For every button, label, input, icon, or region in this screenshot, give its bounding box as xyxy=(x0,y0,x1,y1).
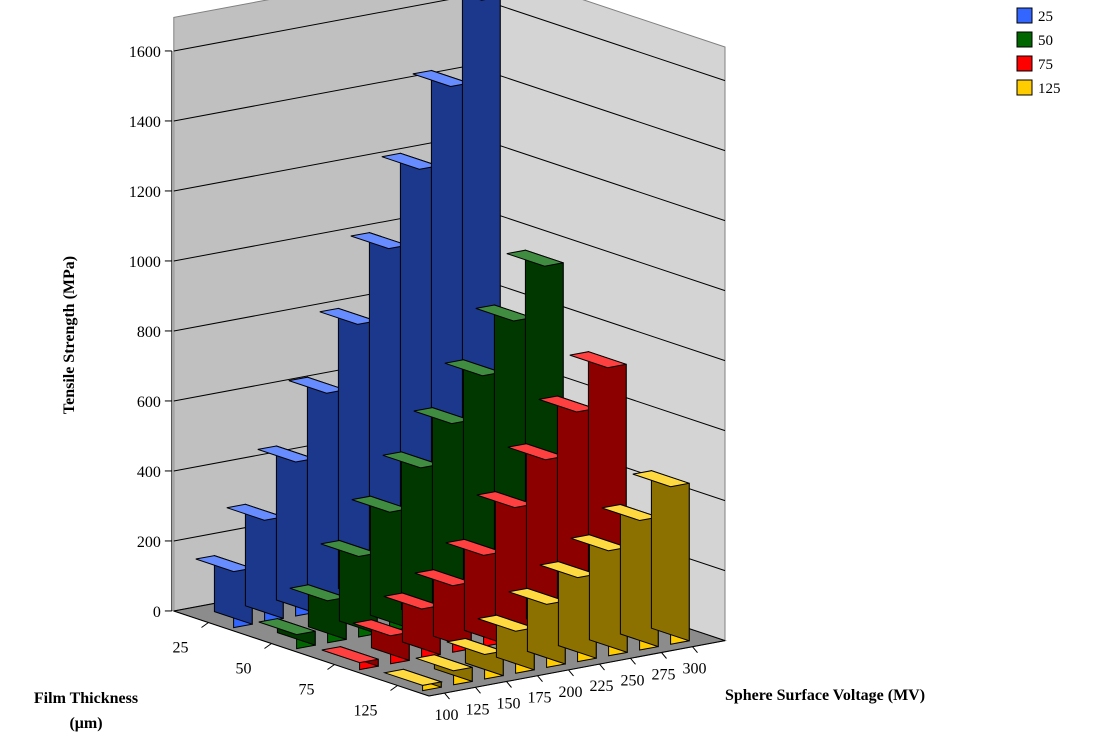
bar xyxy=(507,443,565,636)
legend-label: 50 xyxy=(1038,33,1053,49)
bar-top-face xyxy=(321,646,379,664)
z-axis-title: Film Thickness xyxy=(34,690,138,707)
x-tick-mark xyxy=(506,681,512,688)
z-tick-label: 75 xyxy=(299,682,315,699)
y-axis-title: Tensile Strength (MPa) xyxy=(61,256,78,414)
bars xyxy=(195,0,690,692)
z-tick-label: 50 xyxy=(236,661,252,678)
x-tick-label: 100 xyxy=(435,707,459,724)
x-tick-label: 225 xyxy=(590,678,614,695)
z-tick-mark xyxy=(201,622,209,628)
bar xyxy=(632,470,690,645)
y-tick-label: 600 xyxy=(137,394,161,411)
legend-label: 75 xyxy=(1038,57,1053,73)
bar xyxy=(382,451,440,626)
bar-top-face xyxy=(258,618,316,636)
x-tick-mark xyxy=(444,692,450,700)
z-axis-line xyxy=(173,610,430,697)
z-axis-title-unit: (μm) xyxy=(69,715,102,732)
x-tick-mark xyxy=(568,669,574,677)
legend-swatch xyxy=(1016,79,1033,96)
x-tick-mark xyxy=(475,686,481,694)
x-tick-label: 250 xyxy=(621,672,645,689)
bar-top-face xyxy=(415,654,473,672)
bar-top-face xyxy=(569,351,627,369)
z-tick-label: 125 xyxy=(354,703,378,720)
x-axis-line xyxy=(428,640,726,697)
y-tick-label: 1400 xyxy=(129,114,161,131)
x-tick-mark xyxy=(599,663,605,671)
z-tick-mark xyxy=(327,664,335,670)
y-tick-label: 400 xyxy=(137,464,161,481)
legend-swatch xyxy=(1016,31,1033,48)
y-tick-label: 800 xyxy=(137,324,161,341)
x-tick-label: 275 xyxy=(652,667,676,684)
y-tick-label: 200 xyxy=(137,534,161,551)
y-tick-label: 1000 xyxy=(129,254,161,271)
z-tick-labels: 25 50 75 125 xyxy=(173,622,398,720)
legend-label: 125 xyxy=(1038,81,1061,97)
legend-swatch xyxy=(1016,55,1033,72)
bar xyxy=(413,406,471,621)
bar-side-face xyxy=(650,470,690,642)
y-tick-label: 0 xyxy=(153,604,161,621)
bar xyxy=(258,617,316,650)
z-tick-mark xyxy=(390,685,398,691)
bar-top-face xyxy=(382,668,444,686)
x-tick-label: 200 xyxy=(559,684,583,701)
x-tick-label: 175 xyxy=(528,690,552,707)
legend-swatch xyxy=(1016,7,1033,24)
bar xyxy=(321,645,379,671)
x-tick-label: 125 xyxy=(466,701,490,718)
gridline xyxy=(173,0,726,82)
bar-top-face xyxy=(632,470,690,488)
legend-label: 25 xyxy=(1038,9,1053,25)
legend: 25 50 75 125 xyxy=(1016,7,1061,97)
x-tick-mark xyxy=(537,675,543,683)
bar xyxy=(415,654,473,686)
z-tick-label: 25 xyxy=(173,640,189,657)
y-tick-label: 1600 xyxy=(129,44,161,61)
bar xyxy=(382,668,444,692)
y-tick-label: 1200 xyxy=(129,184,161,201)
x-tick-labels: 100 125 150 175 200 225 250 275 300 xyxy=(435,646,707,724)
x-tick-label: 300 xyxy=(683,661,707,678)
x-tick-mark xyxy=(692,646,698,654)
x-tick-mark xyxy=(630,657,636,665)
z-tick-mark xyxy=(264,643,272,649)
bar-top-face xyxy=(506,249,564,267)
x-tick-label: 150 xyxy=(497,696,521,713)
x-axis-title: Sphere Surface Voltage (MV) xyxy=(725,687,925,704)
y-tick-labels: 0 200 400 600 800 1000 1200 1400 1600 xyxy=(129,44,172,621)
x-tick-mark xyxy=(661,652,667,659)
